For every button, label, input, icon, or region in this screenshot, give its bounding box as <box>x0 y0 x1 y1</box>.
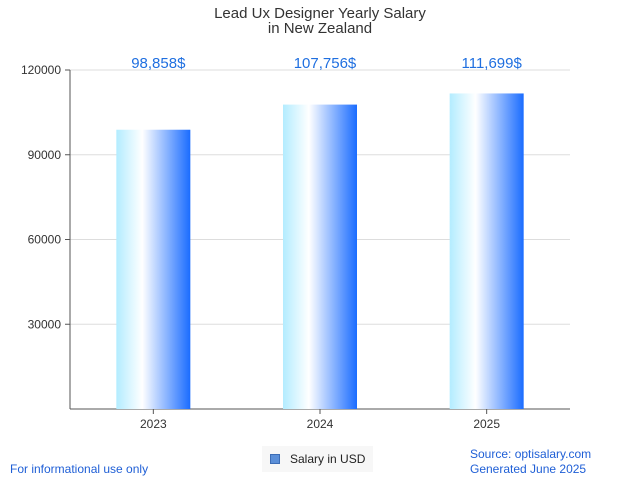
y-tick-label: 120000 <box>21 63 61 77</box>
legend-label: Salary in USD <box>290 452 366 466</box>
disclaimer-text: For informational use only <box>10 462 149 476</box>
bar-2025[interactable] <box>449 93 524 410</box>
legend-swatch-icon <box>270 454 280 464</box>
bars <box>116 93 524 410</box>
y-tick-label: 90000 <box>28 148 62 162</box>
data-label-2023: 98,858$ <box>131 55 186 72</box>
y-tick-label: 60000 <box>28 233 62 247</box>
x-tick-label: 2023 <box>140 417 167 431</box>
x-tick-label: 2024 <box>307 417 334 431</box>
chart-legend[interactable]: Salary in USD <box>262 446 374 472</box>
data-label-2024: 107,756$ <box>294 55 357 72</box>
bar-2023[interactable] <box>116 129 191 410</box>
chart-title-line-1: Lead Ux Designer Yearly Salary <box>214 5 426 22</box>
chart-title-line-2: in New Zealand <box>268 20 372 37</box>
data-label-2025: 111,699$ <box>461 55 522 72</box>
data-labels: 98,858$ 107,756$ 111,699$ <box>131 55 522 72</box>
x-tick-label: 2025 <box>473 417 500 431</box>
y-tick-label: 30000 <box>28 317 62 331</box>
bar-2024[interactable] <box>283 104 357 410</box>
source-block: Source: optisalary.com Generated June 20… <box>470 447 591 477</box>
source-link[interactable]: Source: optisalary.com <box>470 447 592 461</box>
generated-date: Generated June 2025 <box>470 462 587 476</box>
